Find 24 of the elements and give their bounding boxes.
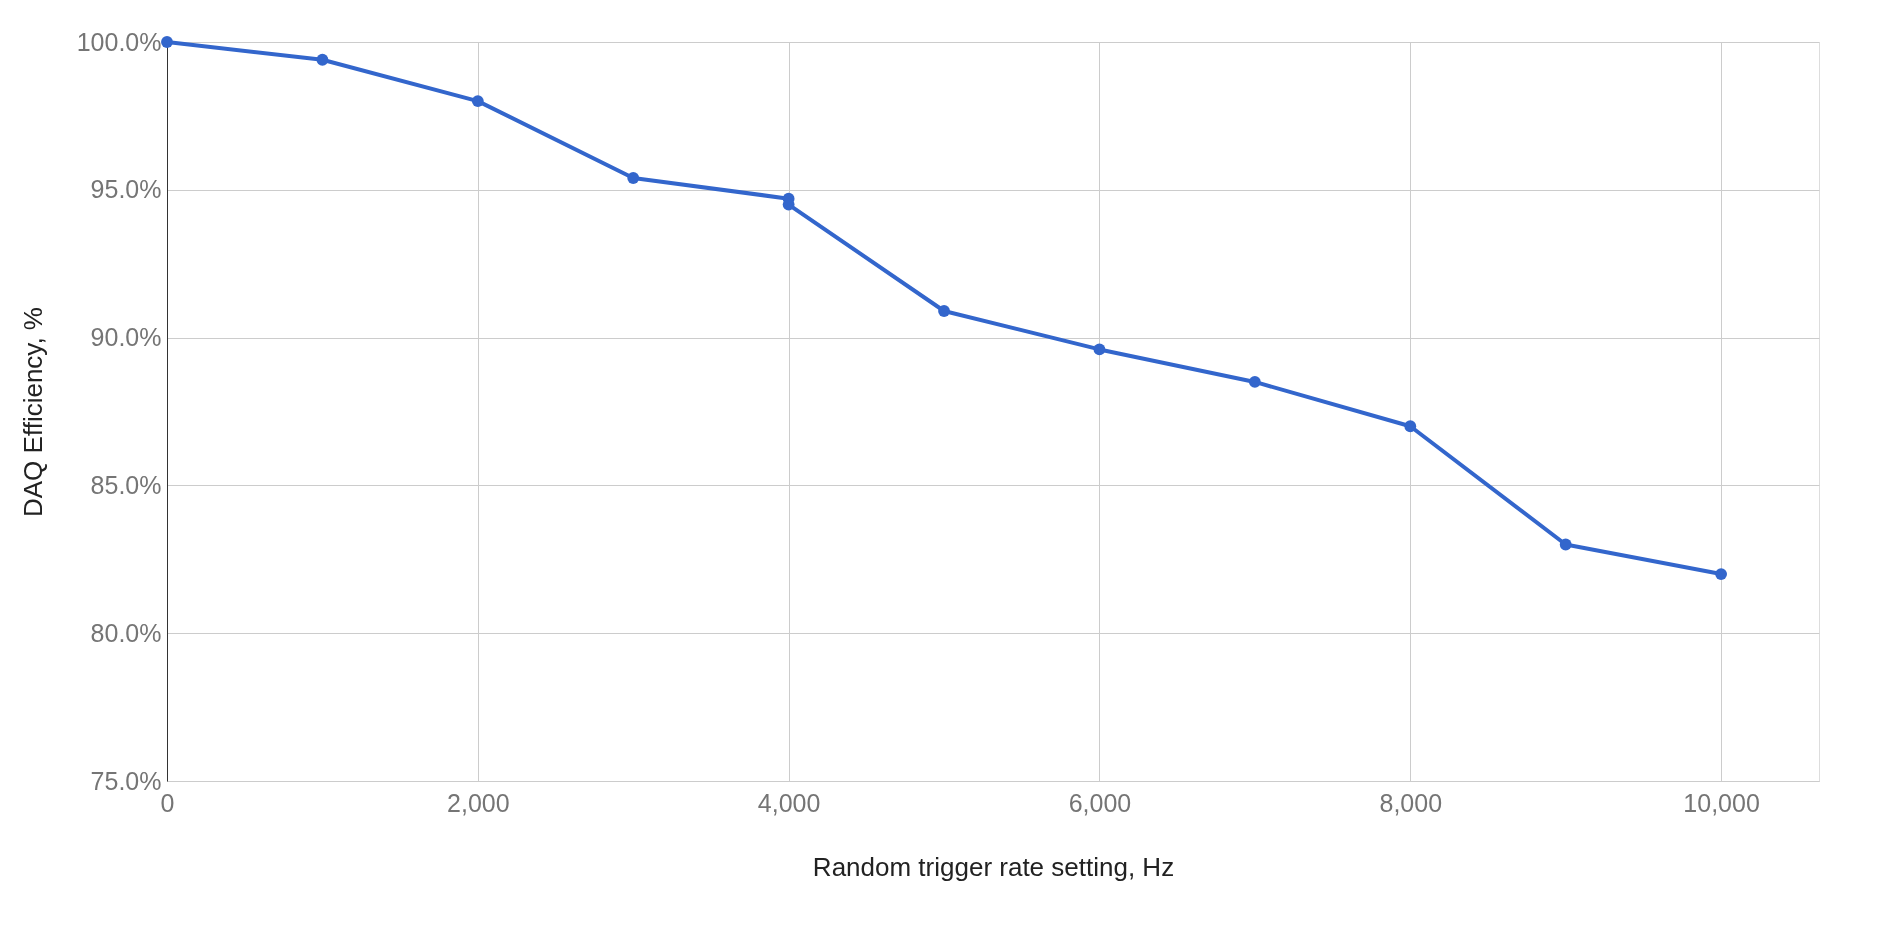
point [627, 172, 640, 184]
x-tick-label: 10,000 [1683, 788, 1760, 817]
x-tick-label: 2,000 [447, 788, 510, 817]
point [1559, 538, 1572, 551]
y-tick-label: 75.0% [90, 766, 162, 795]
y-tick-label: 90.0% [90, 323, 162, 352]
point [1093, 343, 1106, 356]
y-axis-title: DAQ Efficiency, % [17, 307, 48, 517]
x-tick-label: 8,000 [1379, 788, 1443, 817]
y-tick-label: 95.0% [90, 175, 162, 204]
x-tick-label: 0 [160, 788, 175, 817]
x-axis-title: Random trigger rate setting, Hz [812, 851, 1175, 882]
point [471, 95, 484, 108]
y-tick-label: 100.0% [76, 27, 162, 56]
point [938, 305, 950, 317]
point [1248, 376, 1261, 388]
y-tick-label: 80.0% [90, 618, 162, 647]
point [1404, 420, 1417, 433]
y-tick-label: 85.0% [90, 470, 162, 499]
point [316, 53, 329, 66]
x-tick-label: 6,000 [1068, 788, 1132, 817]
x-tick-label: 4,000 [757, 788, 821, 817]
point [1715, 568, 1728, 580]
point [161, 36, 173, 48]
